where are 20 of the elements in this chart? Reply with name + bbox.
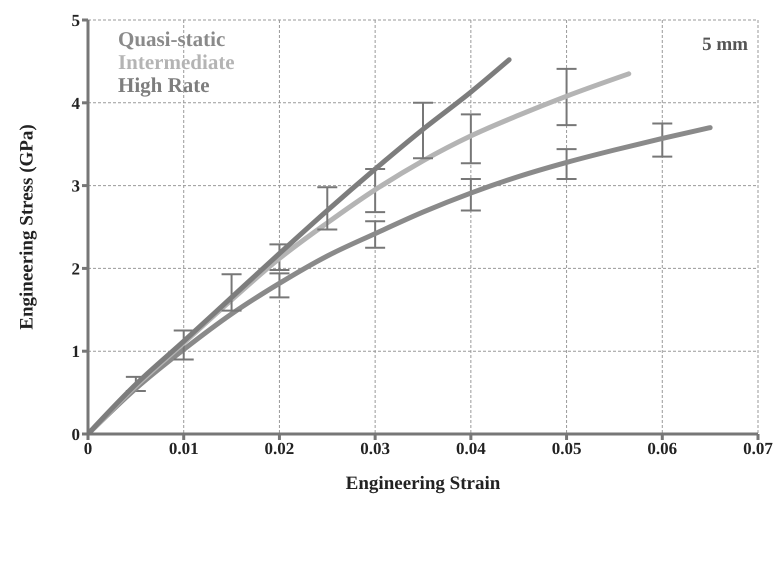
x-tick-label: 0.05 [552, 439, 582, 458]
x-axis-title: Engineering Strain [346, 473, 501, 494]
y-tick-label: 4 [72, 94, 80, 113]
x-tick-label: 0.04 [456, 439, 486, 458]
x-tick-label: 0.07 [743, 439, 774, 458]
x-tick-label: 0 [84, 439, 92, 458]
text: Intermediate [118, 50, 235, 74]
y-axis-title: Engineering Stress (GPa) [16, 124, 38, 330]
y-tick-label: 1 [72, 342, 80, 362]
y-tick-label: 0 [72, 425, 80, 444]
text: Quasi-static [118, 27, 226, 51]
annotation: 5 mm [702, 34, 748, 56]
y-tick-label: 2 [72, 259, 80, 278]
y-tick-label: 5 [72, 11, 80, 30]
x-tick-label: 0.06 [647, 439, 678, 458]
text: High Rate [118, 73, 211, 97]
x-tick-label: 0.03 [360, 439, 390, 458]
y-tick-label: 3 [72, 176, 80, 196]
x-tick-label: 0.01 [168, 439, 199, 458]
x-tick-label: 0.02 [264, 439, 294, 458]
